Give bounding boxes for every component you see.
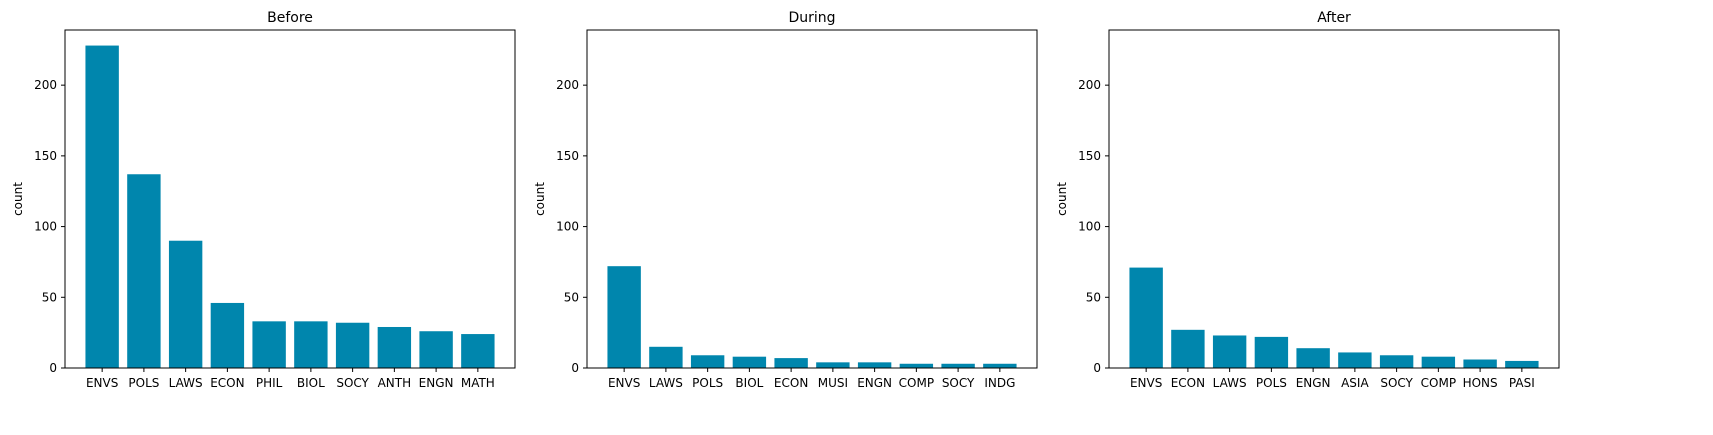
bar: [168, 240, 203, 368]
x-tick-label: ECON: [774, 376, 808, 390]
bar: [127, 174, 161, 368]
bar: [252, 321, 286, 368]
x-tick-label: ECON: [1171, 376, 1205, 390]
chart-panel-2: 0 50 100 150 200 ENVS LAWS POLS BIOL ECON MUSI ENGN…: [533, 10, 1038, 390]
y-tick-label: 200: [556, 78, 579, 92]
y-tick-label: 150: [556, 149, 579, 163]
y-tick-label: 100: [1078, 220, 1101, 234]
bar: [1505, 360, 1539, 368]
bar: [377, 326, 412, 368]
x-tick-label: ENVS: [608, 376, 640, 390]
plot-frame: [1108, 29, 1560, 369]
bar: [1212, 335, 1247, 368]
chart-panel-1: 0 50 100 150 200 ENVS POLS LAWS ECON PHIL BIOL SOCY…: [11, 10, 516, 390]
y-tick-label: 50: [1086, 290, 1101, 304]
x-tick-label: SOCY: [1380, 376, 1413, 390]
bar: [899, 363, 934, 368]
bar: [732, 356, 767, 368]
chart-title: During: [788, 10, 835, 26]
bar: [816, 362, 850, 368]
y-tick-label: 100: [556, 220, 579, 234]
plot-frame: [586, 29, 1038, 369]
x-tick-label: ENVS: [1130, 376, 1162, 390]
chart-panel-3: 0 50 100 150 200 ENVS ECON LAWS POLS ENGN ASIA SOCY…: [1055, 10, 1560, 390]
bar: [649, 346, 683, 368]
bar: [857, 362, 892, 368]
y-tick-label: 0: [1093, 361, 1101, 375]
x-tick-label: PHIL: [256, 376, 283, 390]
plot-frame: [64, 29, 516, 369]
bar: [1463, 359, 1497, 368]
bar: [983, 363, 1017, 368]
x-tick-label: ENGN: [1296, 376, 1331, 390]
bar: [85, 45, 119, 369]
x-tick-label: ENVS: [86, 376, 118, 390]
bar: [1338, 352, 1372, 368]
bar: [1129, 267, 1163, 368]
bar: [941, 363, 975, 368]
x-tick-label: POLS: [128, 376, 159, 390]
x-tick-label: POLS: [692, 376, 723, 390]
bar: [1379, 355, 1414, 368]
x-tick-label: POLS: [1256, 376, 1287, 390]
bar: [294, 321, 328, 368]
bar: [774, 358, 808, 368]
y-tick-label: 200: [1078, 78, 1101, 92]
x-tick-label: ENGN: [419, 376, 454, 390]
chart-title: After: [1317, 10, 1351, 26]
x-tick-label: ANTH: [378, 376, 412, 390]
y-tick-label: 100: [34, 220, 57, 234]
x-tick-label: COMP: [1421, 376, 1456, 390]
bar: [690, 355, 725, 368]
chart-title: Before: [267, 10, 313, 26]
x-tick-label: INDG: [984, 376, 1015, 390]
x-tick-label: MUSI: [818, 376, 848, 390]
y-axis-label: count: [11, 182, 25, 216]
x-tick-label: COMP: [899, 376, 934, 390]
y-tick-label: 150: [1078, 149, 1101, 163]
x-tick-label: ENGN: [857, 376, 892, 390]
x-tick-label: ASIA: [1341, 376, 1369, 390]
x-tick-label: SOCY: [336, 376, 369, 390]
bar: [419, 331, 453, 368]
x-tick-label: LAWS: [169, 376, 203, 390]
bar: [1296, 348, 1330, 368]
bar: [1254, 336, 1289, 368]
bar: [461, 334, 495, 368]
x-tick-label: BIOL: [297, 376, 325, 390]
y-tick-label: 50: [42, 290, 57, 304]
x-tick-label: MATH: [461, 376, 495, 390]
x-tick-label: SOCY: [942, 376, 975, 390]
x-tick-label: LAWS: [649, 376, 683, 390]
bar: [335, 322, 370, 368]
bar: [1421, 356, 1456, 368]
y-axis-label: count: [1055, 182, 1069, 216]
y-tick-label: 200: [34, 78, 57, 92]
x-tick-label: ECON: [210, 376, 244, 390]
y-tick-label: 0: [571, 361, 579, 375]
bar: [607, 266, 641, 368]
y-axis-label: count: [533, 182, 547, 216]
x-tick-label: HONS: [1463, 376, 1498, 390]
x-tick-label: PASI: [1509, 376, 1535, 390]
y-tick-label: 150: [34, 149, 57, 163]
x-tick-label: BIOL: [735, 376, 763, 390]
bar: [210, 302, 245, 368]
y-tick-label: 0: [49, 361, 57, 375]
bar: [1171, 329, 1205, 368]
x-tick-label: LAWS: [1213, 376, 1247, 390]
y-tick-label: 50: [564, 290, 579, 304]
